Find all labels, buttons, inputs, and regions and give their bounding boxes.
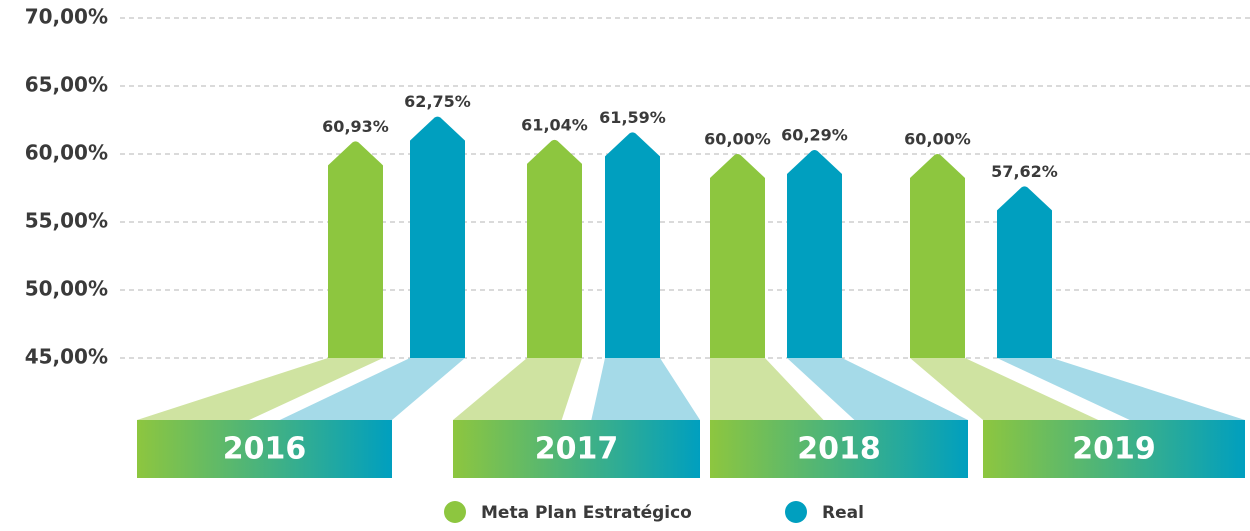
bar (410, 116, 465, 358)
x-tick-label: 2017 (535, 432, 619, 467)
bar-base (710, 358, 824, 420)
value-label: 60,29% (781, 126, 848, 145)
legend-swatch (785, 501, 807, 523)
bar (527, 139, 582, 358)
legend-swatch (444, 501, 466, 523)
bar (787, 150, 842, 358)
y-tick-label: 50,00% (25, 277, 108, 301)
y-tick-label: 55,00% (25, 209, 108, 233)
year-banner (453, 420, 700, 478)
year-banner (137, 420, 392, 478)
bar (997, 186, 1052, 358)
x-tick-label: 2019 (1072, 432, 1156, 467)
year-banner (710, 420, 968, 478)
y-tick-label: 70,00% (25, 5, 108, 29)
legend-label: Meta Plan Estratégico (481, 503, 692, 523)
value-label: 60,00% (704, 130, 771, 149)
bar-base (453, 358, 582, 420)
bar (328, 141, 383, 358)
bar-base (997, 358, 1245, 420)
bar-base (591, 358, 700, 420)
bar-base (137, 358, 383, 420)
bar (910, 154, 965, 358)
x-tick-label: 2018 (797, 432, 881, 467)
bar (605, 132, 660, 358)
bar-base (279, 358, 465, 420)
value-label: 60,93% (322, 117, 389, 136)
y-tick-label: 60,00% (25, 141, 108, 165)
value-label: 57,62% (991, 162, 1058, 181)
value-label: 61,59% (599, 108, 666, 127)
legend-label: Real (822, 503, 864, 523)
bar-base (910, 358, 1099, 420)
value-label: 61,04% (521, 115, 588, 134)
year-banner (983, 420, 1245, 478)
x-tick-label: 2016 (223, 432, 307, 467)
value-label: 62,75% (404, 92, 471, 111)
y-tick-label: 65,00% (25, 73, 108, 97)
value-label: 60,00% (904, 130, 971, 149)
bar-base (787, 358, 968, 420)
y-tick-label: 45,00% (25, 345, 108, 369)
bar (710, 154, 765, 358)
